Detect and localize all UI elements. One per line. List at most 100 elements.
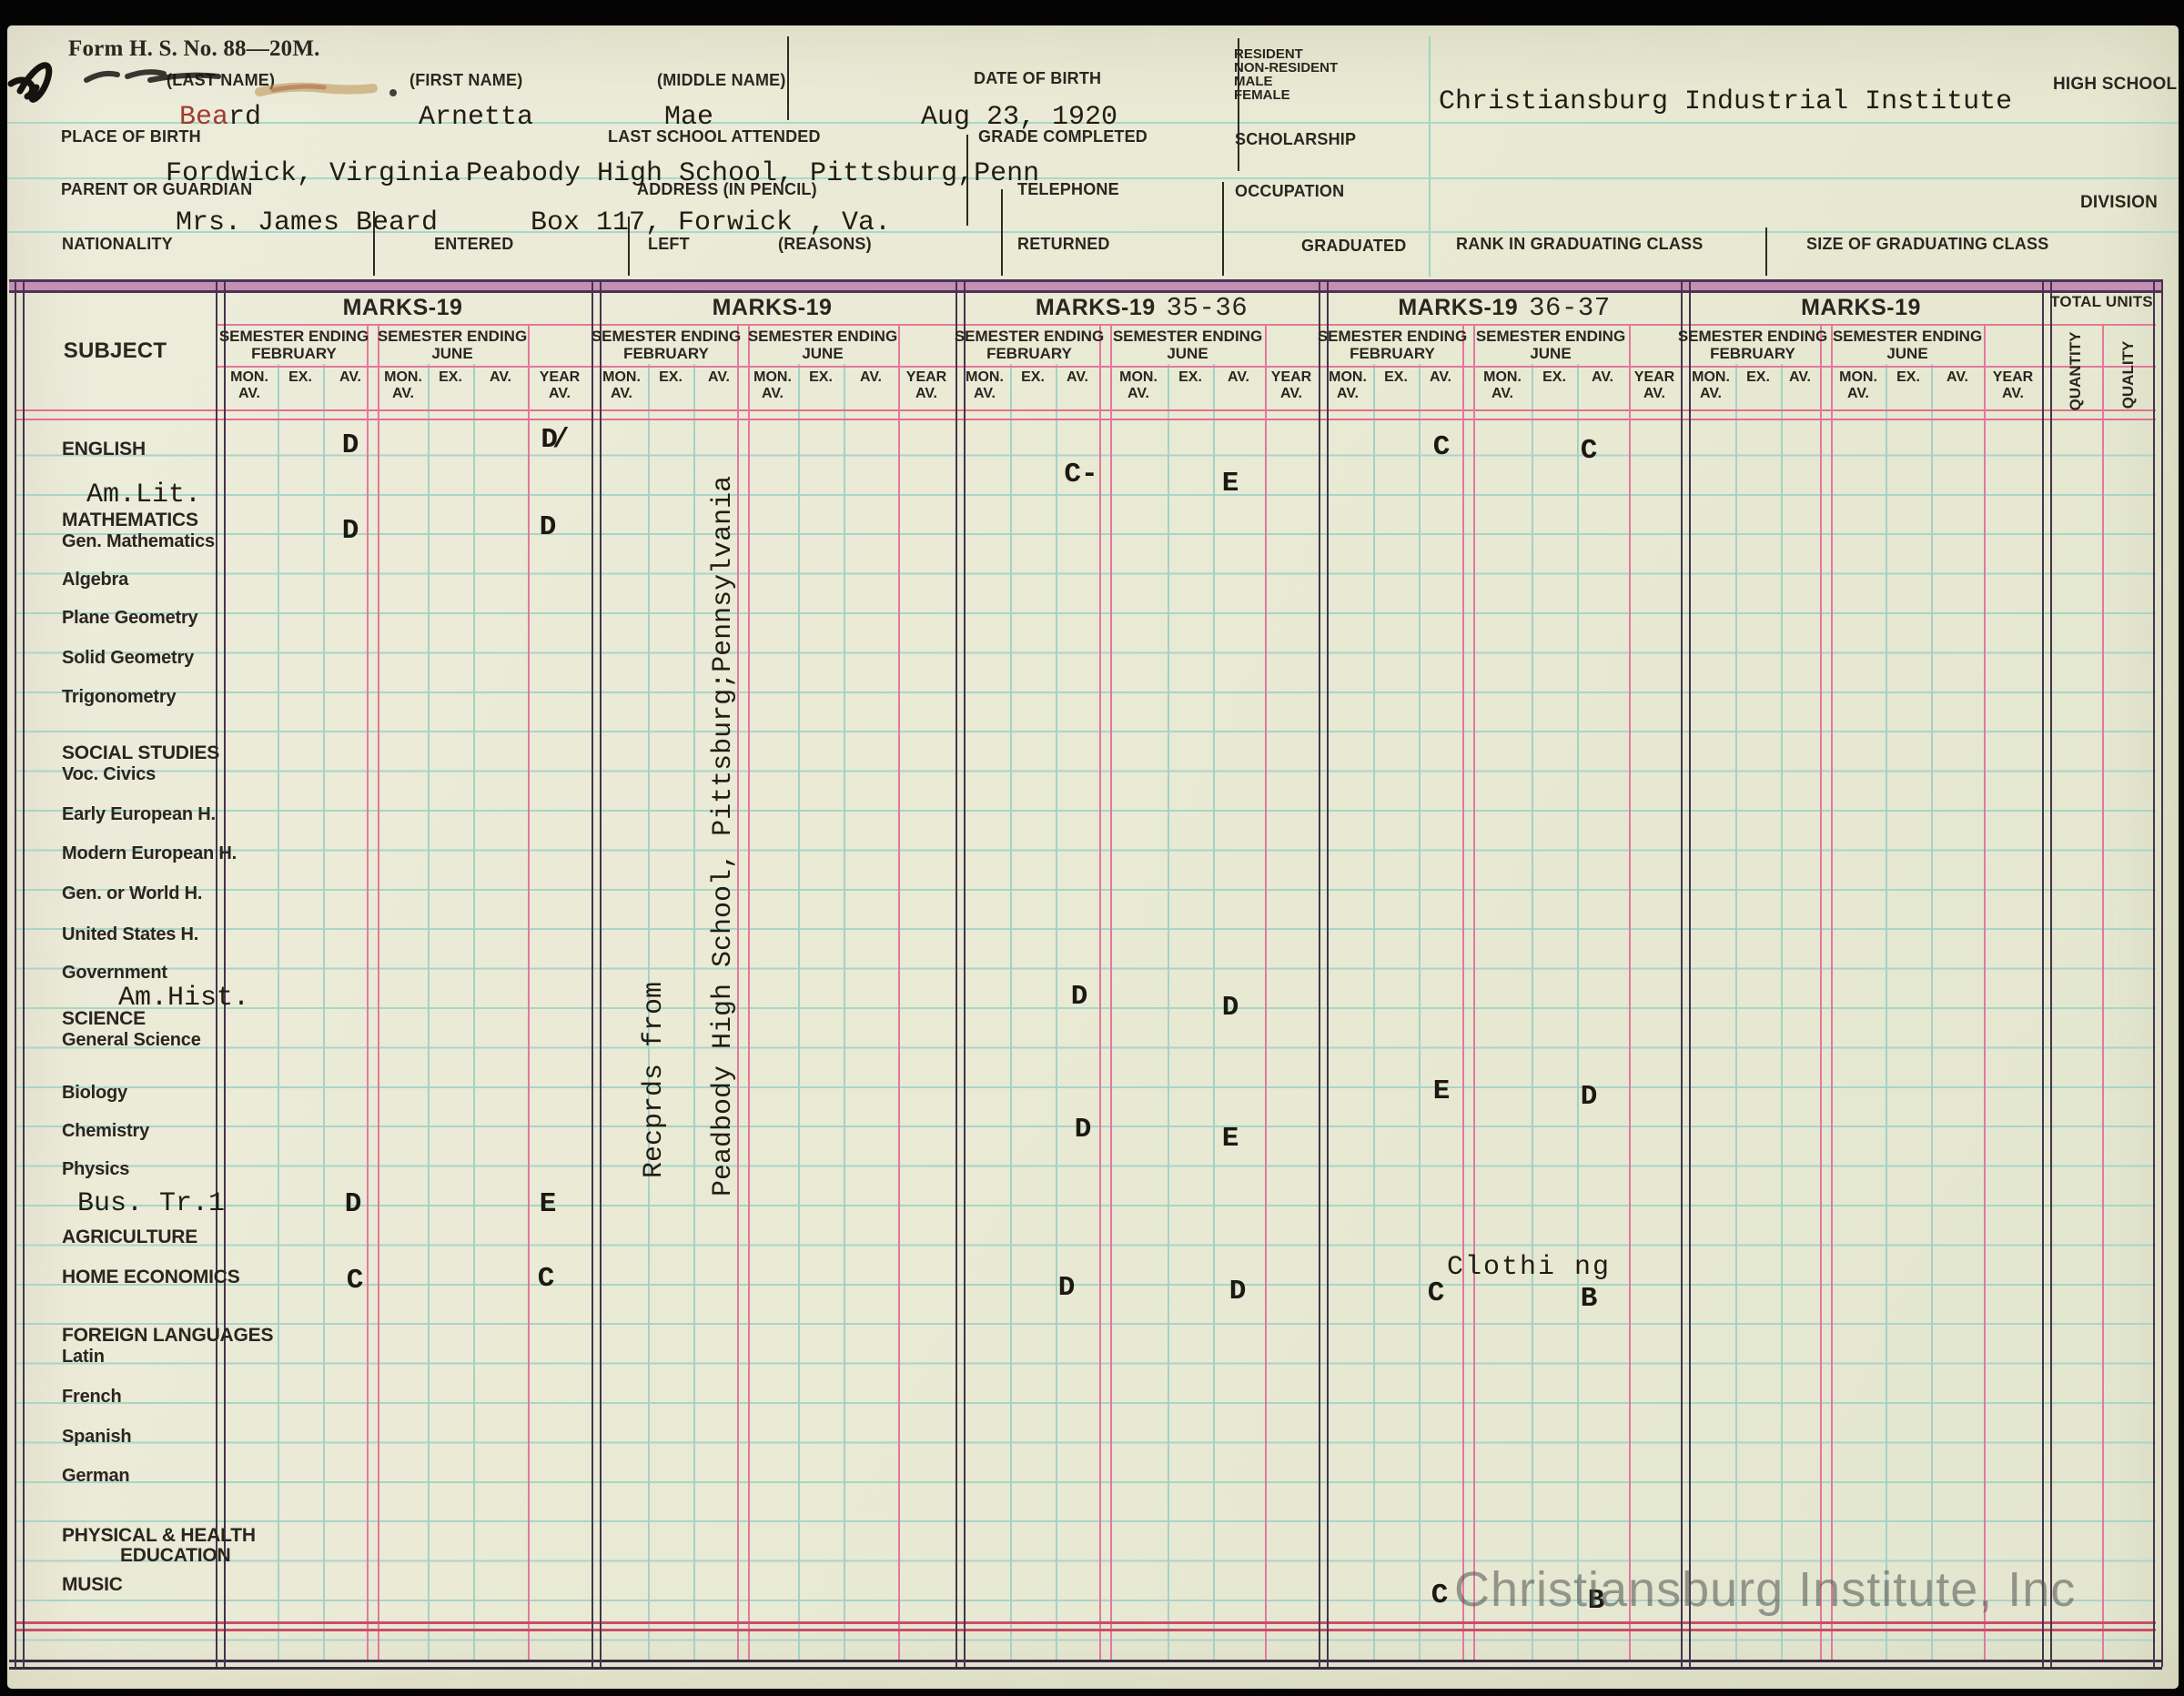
col-av: AV. — [489, 369, 511, 385]
grade-am-lit-3536-june: E — [1221, 468, 1239, 500]
sem-june-header: SEMESTER ENDING JUNE — [377, 328, 528, 362]
sem-feb-header: SEMESTER ENDING FEBRUARY — [218, 328, 369, 362]
sem-feb-header: SEMESTER ENDING FEBRUARY — [1677, 328, 1828, 362]
subject-german: German — [62, 1466, 130, 1486]
col-av: AV. — [707, 369, 730, 385]
occupation-label: OCCUPATION — [1235, 182, 1345, 200]
subject-gen-world: Gen. or World H. — [62, 883, 203, 904]
col-ex: EX. — [1896, 369, 1920, 385]
col-ex: EX. — [439, 369, 462, 385]
subject-science: SCIENCE — [62, 1008, 146, 1029]
nationality-label: NATIONALITY — [62, 235, 173, 253]
col-ex: EX. — [1021, 369, 1045, 385]
sem-feb-header: SEMESTER ENDING FEBRUARY — [954, 328, 1105, 362]
subject-voc-civics: Voc. Civics — [62, 764, 157, 784]
first-name-value: Arnetta — [419, 102, 534, 133]
grade-chemistry-3536-feb: D — [1074, 1114, 1092, 1146]
subject-chemistry: Chemistry — [62, 1121, 150, 1141]
col-av: AV. — [1066, 369, 1088, 385]
grade-home-ec-3536-june: D — [1228, 1276, 1247, 1307]
subject-gen-mathematics: Gen. Mathematics — [62, 531, 215, 551]
sem-june-header: SEMESTER ENDING JUNE — [1832, 328, 1983, 362]
reasons-label: (REASONS) — [778, 235, 872, 253]
field-divider — [373, 211, 375, 276]
col-mon-av: MON. AV. — [1119, 369, 1158, 401]
col-av: AV. — [1429, 369, 1451, 385]
col-year-av: YEAR AV. — [1270, 369, 1312, 401]
grade-gen-math-y1-feb: D — [341, 515, 359, 547]
subject-trigonometry: Trigonometry — [62, 687, 177, 707]
col-av: AV. — [339, 369, 361, 385]
col-ex: EX. — [809, 369, 833, 385]
subject-latin: Latin — [62, 1347, 105, 1367]
last-school-value: Peabody High School, Pittsburg,Penn — [466, 158, 1040, 189]
sem-feb-header: SEMESTER ENDING FEBRUARY — [591, 328, 742, 362]
marks-title: MARKS-19 — [1801, 294, 1921, 320]
subject-early-european: Early European H. — [62, 804, 216, 824]
ink-scribble — [7, 62, 397, 103]
col-ex: EX. — [1746, 369, 1770, 385]
subject-am-lit-typed: Am.Lit. — [86, 480, 202, 510]
clothing-note: Clothi ng — [1447, 1252, 1612, 1283]
grade-completed-label: GRADE COMPLETED — [978, 127, 1148, 146]
col-mon-av: MON. AV. — [1483, 369, 1522, 401]
last-name-value: Beard — [179, 102, 261, 133]
sem-feb-header: SEMESTER ENDING FEBRUARY — [1317, 328, 1468, 362]
subject-home-economics: HOME ECONOMICS — [62, 1267, 240, 1287]
field-divider — [1001, 189, 1003, 276]
col-av: AV. — [1788, 369, 1811, 385]
grade-english-3637-june: C — [1580, 435, 1598, 467]
sem-june-header: SEMESTER ENDING JUNE — [747, 328, 898, 362]
non-resident-label: NON-RESIDENT — [1234, 60, 1339, 76]
division-label: DIVISION — [2080, 193, 2159, 212]
subject-spanish: Spanish — [62, 1427, 132, 1447]
field-divider — [787, 36, 789, 120]
col-av: AV. — [1227, 369, 1249, 385]
header-rule — [7, 177, 2179, 179]
grade-biology-3637-feb: E — [1432, 1075, 1451, 1107]
subject-music: MUSIC — [62, 1574, 123, 1595]
subject-agriculture: AGRICULTURE — [62, 1227, 198, 1247]
quantity-header: QUANTITY — [2067, 331, 2084, 411]
marks-title: MARKS-19 — [1035, 294, 1156, 320]
subject-french: French — [62, 1387, 122, 1407]
col-year-av: YEAR AV. — [539, 369, 581, 401]
col-ex: EX. — [1542, 369, 1566, 385]
header-rule — [7, 122, 2179, 124]
subject-english: ENGLISH — [62, 439, 146, 459]
transfer-note-line1: Recprds from — [639, 981, 670, 1178]
marks-group-4-title: MARKS-19 36-37 — [1323, 292, 1685, 323]
marks-title: MARKS-19 — [712, 294, 833, 320]
grade-biology-3637-june: D — [1580, 1081, 1598, 1113]
grade-bus-tr-y1-year: E — [539, 1188, 557, 1220]
table-top-border — [9, 279, 2162, 293]
col-ex: EX. — [1178, 369, 1202, 385]
col-av: AV. — [859, 369, 882, 385]
col-year-av: YEAR AV. — [905, 369, 947, 401]
subject-column-header: SUBJECT — [63, 338, 167, 363]
col-ex: EX. — [288, 369, 312, 385]
col-mon-av: MON. AV. — [230, 369, 268, 401]
marks-group-2-title: MARKS-19 — [595, 293, 960, 322]
col-mon-av: MON. AV. — [602, 369, 641, 401]
subject-biology: Biology — [62, 1083, 127, 1103]
transfer-note-line2: Peadbody High School, Pittsburg;Pennsylv… — [708, 475, 739, 1196]
col-mon-av: MON. AV. — [1329, 369, 1367, 401]
col-mon-av: MON. AV. — [384, 369, 422, 401]
subject-government: Government — [62, 963, 167, 983]
total-units-header: TOTAL UNITS — [2050, 293, 2153, 310]
first-name-label: (FIRST NAME) — [410, 71, 523, 89]
field-divider — [1238, 38, 1239, 171]
subject-am-hist-typed: Am.Hist. — [118, 983, 250, 1014]
marks-group-1-title: MARKS-19 — [221, 293, 595, 322]
grade-home-ec-3637-june: B — [1580, 1283, 1598, 1315]
size-of-class-label: SIZE OF GRADUATING CLASS — [1806, 235, 2049, 253]
marks-year: 36-37 — [1529, 292, 1611, 323]
ruled-rows — [15, 417, 2156, 1660]
rank-in-class-label: RANK IN GRADUATING CLASS — [1456, 235, 1704, 253]
grade-english-y1-feb: D — [341, 429, 359, 461]
grade-home-ec-3536-feb: D — [1057, 1272, 1076, 1304]
sem-june-header: SEMESTER ENDING JUNE — [1475, 328, 1626, 362]
archive-watermark: Christiansburg Institute, Inc — [1454, 1562, 2077, 1617]
